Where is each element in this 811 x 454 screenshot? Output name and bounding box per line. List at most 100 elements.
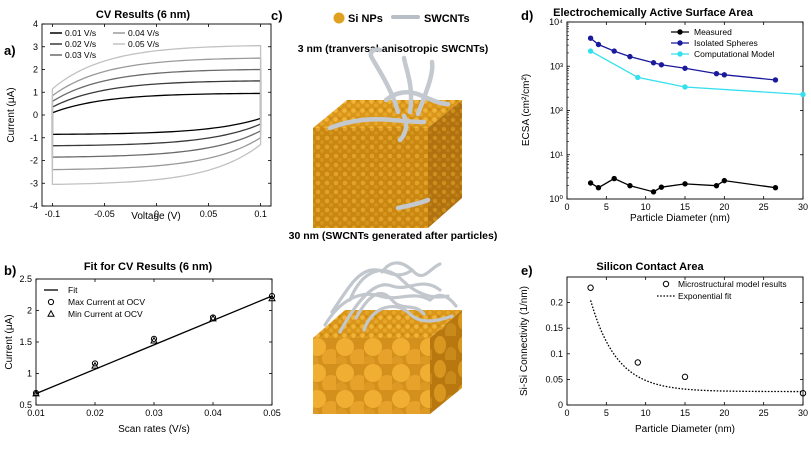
0-y-tick-label: -1 xyxy=(30,133,38,143)
min-current-point xyxy=(150,336,158,344)
3-x-tick-label: 0 xyxy=(564,408,569,418)
ecsa-point-0 xyxy=(595,185,602,191)
swcnt-tube xyxy=(380,261,442,278)
panel-label-e: e) xyxy=(521,263,533,278)
panel-label-d: d) xyxy=(521,8,533,23)
0-y-tick-label: 3 xyxy=(33,42,38,52)
legend-label-fit: Exponential fit xyxy=(678,291,732,301)
ecsa-point-1 xyxy=(658,62,665,68)
0-y-tick-label: 2 xyxy=(33,65,38,75)
connectivity-point xyxy=(587,284,594,291)
legend-label-fit: Fit xyxy=(68,285,78,295)
min-current-point xyxy=(209,314,217,322)
panel-a-series xyxy=(51,44,262,186)
ecsa-point-2 xyxy=(800,91,806,98)
legend-label-cv-3: 0.04 V/s xyxy=(128,28,159,38)
swcnt-tube xyxy=(348,269,450,302)
ecsa-point-1 xyxy=(611,48,617,54)
legend-marker-ecsa-1 xyxy=(677,40,683,46)
swcnts-3nm xyxy=(327,47,451,211)
swcnt-tube xyxy=(397,113,409,143)
cube-30nm-front-face xyxy=(313,338,430,414)
legend-label-model: Microstructural model results xyxy=(678,279,787,289)
cv-curve-4 xyxy=(51,44,262,186)
ecsa-point-1 xyxy=(772,77,779,83)
ecsa-line-1 xyxy=(590,37,776,81)
swcnts-30nm xyxy=(323,261,458,334)
panel-b-y-ticks: 0.5 1 1.5 2 2.5 xyxy=(19,274,272,410)
max-current-point xyxy=(268,292,276,300)
swcnt-tube xyxy=(362,304,454,332)
panel-b-x-label: Scan rates (V/s) xyxy=(118,424,190,435)
1-x-tick-label: 0.02 xyxy=(86,408,104,418)
3-x-tick-label: 30 xyxy=(798,408,808,418)
si-np-legend-label: Si NPs xyxy=(348,13,383,25)
ecsa-point-0 xyxy=(713,182,720,189)
panel-e-x-ticks: 0 5 10 15 20 25 30 xyxy=(564,277,808,418)
ecsa-point-0 xyxy=(650,189,657,195)
connectivity-point xyxy=(634,359,641,366)
panel-a-x-label: Voltage (V) xyxy=(131,211,180,222)
panel-a-y-label: Current (μA) xyxy=(6,87,17,142)
ecsa-point-0 xyxy=(658,184,665,190)
ecsa-point-1 xyxy=(627,53,633,60)
panel-d-y-ticks: 10⁰ 10¹ 10² 10³ 10⁴ xyxy=(549,17,803,204)
0-y-tick-label: -3 xyxy=(30,178,38,188)
ecsa-point-2 xyxy=(635,74,641,81)
fit-line xyxy=(35,295,273,395)
panel-b-title: Fit for CV Results (6 nm) xyxy=(84,261,213,273)
swcnt-tube xyxy=(383,90,451,107)
swcnt-tube xyxy=(395,197,431,211)
cv-curve-3 xyxy=(51,57,262,171)
panel-label-a: a) xyxy=(4,43,16,58)
swcnt-tube xyxy=(327,117,427,131)
legend-swatch-min xyxy=(47,309,55,317)
1-x-tick-label: 0.01 xyxy=(27,408,45,418)
panel-d-series xyxy=(587,35,806,195)
2-y-tick-label: 10¹ xyxy=(550,150,563,160)
panel-a-title: CV Results (6 nm) xyxy=(96,9,190,21)
legend-label-ecsa-2: Computational Model xyxy=(694,49,774,59)
ecsa-point-1 xyxy=(721,72,728,78)
ecsa-point-2 xyxy=(682,84,688,90)
legend-marker-ecsa-0 xyxy=(677,29,683,35)
ecsa-point-1 xyxy=(595,41,602,48)
panel-a-chart: CV Results (6 nm) -0.1 -0.05 0 0.05 0.1 -4 -3… xyxy=(6,9,272,222)
min-current-point xyxy=(32,389,40,397)
0-x-tick-label: 0.1 xyxy=(254,209,267,219)
legend-marker-ecsa-2 xyxy=(677,51,683,57)
ecsa-point-0 xyxy=(627,182,633,189)
max-current-point xyxy=(150,335,158,342)
legend-label-max: Max Current at OCV xyxy=(68,297,145,307)
0-x-tick-label: 0.05 xyxy=(200,209,218,219)
3-x-tick-label: 10 xyxy=(641,408,651,418)
3-y-tick-label: 0.15 xyxy=(545,323,563,333)
2-x-tick-label: 20 xyxy=(719,202,729,212)
panel-c-illustration: Si NPs SWCNTs 3 nm (tranversal anisotrop… xyxy=(289,12,497,414)
panel-b-legend: Fit Max Current at OCV Min Current at OCV xyxy=(44,285,145,319)
legend-swatch-model xyxy=(662,280,670,288)
cube-30nm xyxy=(313,261,462,414)
ecsa-point-2 xyxy=(587,48,594,54)
panel-e-series xyxy=(587,284,807,397)
panel-b-series xyxy=(32,292,276,397)
0-y-tick-label: -2 xyxy=(30,156,38,166)
swcnt-tube xyxy=(338,282,442,334)
1-x-tick-label: 0.05 xyxy=(263,408,281,418)
panel-e-y-label: Si-Si Connectivity (1/nm) xyxy=(519,286,530,396)
ecsa-point-1 xyxy=(650,60,657,66)
max-current-point xyxy=(91,360,99,367)
0-y-tick-label: 0 xyxy=(33,110,38,120)
legend-label-ecsa-1: Isolated Spheres xyxy=(694,38,758,48)
swcnt-legend-label: SWCNTs xyxy=(424,13,470,25)
ecsa-point-0 xyxy=(682,181,688,187)
legend-label-cv-0: 0.01 V/s xyxy=(65,28,96,38)
panel-d-chart: Electrochemically Active Surface Area 0 5… xyxy=(521,7,808,224)
panel-b-x-ticks: 0.01 0.02 0.03 0.04 0.05 xyxy=(27,279,281,418)
cube-3nm xyxy=(313,47,462,228)
2-x-tick-label: 5 xyxy=(604,202,609,212)
swcnt-tube xyxy=(415,59,435,117)
2-y-tick-label: 10⁴ xyxy=(549,17,563,27)
ecsa-point-0 xyxy=(721,177,728,184)
